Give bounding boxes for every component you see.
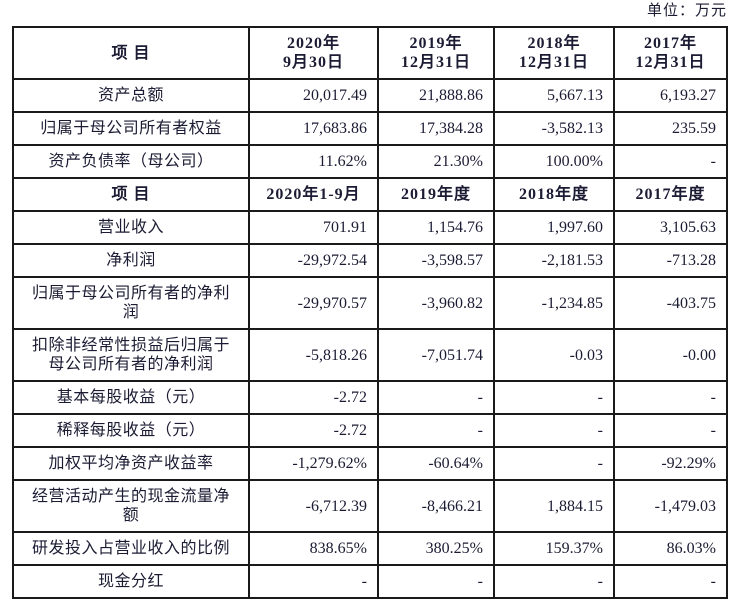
cell-value: 100.00% — [493, 144, 615, 179]
cell-value: - — [613, 564, 728, 599]
cell-value: 1,154.76 — [377, 210, 495, 245]
column-header: 2018年度 — [493, 177, 615, 212]
table-row: 加权平均净资产收益率 -1,279.62% -60.64% - -92.29% — [12, 446, 728, 481]
cell-value: -7,051.74 — [377, 328, 495, 382]
cell-value: - — [493, 446, 615, 481]
row-label: 基本每股收益（元） — [12, 380, 250, 415]
cell-value: 838.65% — [248, 531, 379, 566]
cell-value: 17,683.86 — [248, 111, 379, 146]
cell-value: 86.03% — [613, 531, 728, 566]
section-header-row: 项 目 2020年1-9月 2019年度 2018年度 2017年度 — [12, 177, 728, 212]
cell-value: - — [613, 413, 728, 448]
column-header: 2020年 9月30日 — [248, 26, 379, 80]
cell-value: 21,888.86 — [377, 78, 495, 113]
column-header-item: 项 目 — [12, 177, 250, 212]
unit-label: 单位：万元 — [646, 3, 727, 19]
cell-value: -3,598.57 — [377, 243, 495, 278]
cell-value: 6,193.27 — [613, 78, 728, 113]
table-row: 归属于母公司所有者的净利润 -29,970.57 -3,960.82 -1,234.8… — [12, 276, 728, 330]
row-label: 资产总额 — [12, 78, 250, 113]
table-row: 资产负债率（母公司） 11.62% 21.30% 100.00% - — [12, 144, 728, 179]
cell-value: -2.72 — [248, 413, 379, 448]
row-label: 资产负债率（母公司） — [12, 144, 250, 179]
row-label: 扣除非经常性损益后归属于母公司所有者的净利润 — [12, 328, 250, 382]
cell-value: 1,997.60 — [493, 210, 615, 245]
row-label: 现金分红 — [12, 564, 250, 599]
table-row: 扣除非经常性损益后归属于母公司所有者的净利润 -5,818.26 -7,051.74… — [12, 328, 728, 382]
cell-value: - — [613, 144, 728, 179]
cell-value: -92.29% — [613, 446, 728, 481]
row-label: 加权平均净资产收益率 — [12, 446, 250, 481]
cell-value: -403.75 — [613, 276, 728, 330]
financial-table: 项 目 2020年 9月30日 2019年 12月31日 2018年 12月31日 20… — [12, 26, 728, 599]
cell-value: -0.00 — [613, 328, 728, 382]
section-header-row: 项 目 2020年 9月30日 2019年 12月31日 2018年 12月31日 20… — [12, 26, 728, 80]
cell-value: 11.62% — [248, 144, 379, 179]
cell-value: -1,479.03 — [613, 479, 728, 533]
cell-value: 3,105.63 — [613, 210, 728, 245]
cell-value: 1,884.15 — [493, 479, 615, 533]
cell-value: -1,279.62% — [248, 446, 379, 481]
column-header: 2019年 12月31日 — [377, 26, 495, 80]
cell-value: - — [493, 380, 615, 415]
cell-value: -8,466.21 — [377, 479, 495, 533]
cell-value: -3,960.82 — [377, 276, 495, 330]
column-header-item: 项 目 — [12, 26, 250, 80]
table-row: 稀释每股收益（元） -2.72- - - — [12, 413, 728, 448]
cell-value: -29,972.54 — [248, 243, 379, 278]
row-label: 净利润 — [12, 243, 250, 278]
cell-value: 20,017.49 — [248, 78, 379, 113]
cell-value: -713.28 — [613, 243, 728, 278]
row-label: 营业收入 — [12, 210, 250, 245]
cell-value: - — [493, 564, 615, 599]
cell-value: - — [493, 413, 615, 448]
cell-value: - — [248, 564, 379, 599]
cell-value: -1,234.85 — [493, 276, 615, 330]
cell-value: -60.64% — [377, 446, 495, 481]
cell-value: -5,818.26 — [248, 328, 379, 382]
cell-value: - — [377, 413, 495, 448]
row-label: 稀释每股收益（元） — [12, 413, 250, 448]
cell-value: -2.72 — [248, 380, 379, 415]
cell-value: 380.25% — [377, 531, 495, 566]
cell-value: 5,667.13 — [493, 78, 615, 113]
column-header: 2017年 12月31日 — [613, 26, 728, 80]
cell-value: - — [377, 564, 495, 599]
table-row: 资产总额 20,017.49 21,888.86 5,667.13 6,193.27 — [12, 78, 728, 113]
column-header: 2020年1-9月 — [248, 177, 379, 212]
row-label: 经营活动产生的现金流量净额 — [12, 479, 250, 533]
cell-value: -3,582.13 — [493, 111, 615, 146]
table-row: 研发投入占营业收入的比例 838.65% 380.25% 159.37% 86.03% — [12, 531, 728, 566]
financial-table-body: 项 目 2020年 9月30日 2019年 12月31日 2018年 12月31日 20… — [12, 26, 728, 599]
column-header: 2018年 12月31日 — [493, 26, 615, 80]
column-header: 2019年度 — [377, 177, 495, 212]
cell-value: - — [613, 380, 728, 415]
cell-value: 159.37% — [493, 531, 615, 566]
table-row: 净利润 -29,972.54 -3,598.57 -2,181.53 -713.28 — [12, 243, 728, 278]
row-label: 归属于母公司所有者的净利润 — [12, 276, 250, 330]
table-row: 归属于母公司所有者权益 17,683.86 17,384.28 -3,582.13 23… — [12, 111, 728, 146]
cell-value: -29,970.57 — [248, 276, 379, 330]
cell-value: -6,712.39 — [248, 479, 379, 533]
table-row: 现金分红 - - - - — [12, 564, 728, 599]
row-label: 归属于母公司所有者权益 — [12, 111, 250, 146]
row-label: 研发投入占营业收入的比例 — [12, 531, 250, 566]
cell-value: - — [377, 380, 495, 415]
table-row: 营业收入 701.91 1,154.76 1,997.60 3,105.63 — [12, 210, 728, 245]
cell-value: 701.91 — [248, 210, 379, 245]
cell-value: 21.30% — [377, 144, 495, 179]
cell-value: -2,181.53 — [493, 243, 615, 278]
column-header: 2017年度 — [613, 177, 728, 212]
cell-value: 17,384.28 — [377, 111, 495, 146]
table-row: 基本每股收益（元） -2.72- - - — [12, 380, 728, 415]
cell-value: -0.03 — [493, 328, 615, 382]
table-row: 经营活动产生的现金流量净额 -6,712.39 -8,466.21 1,884.15-… — [12, 479, 728, 533]
cell-value: 235.59 — [613, 111, 728, 146]
